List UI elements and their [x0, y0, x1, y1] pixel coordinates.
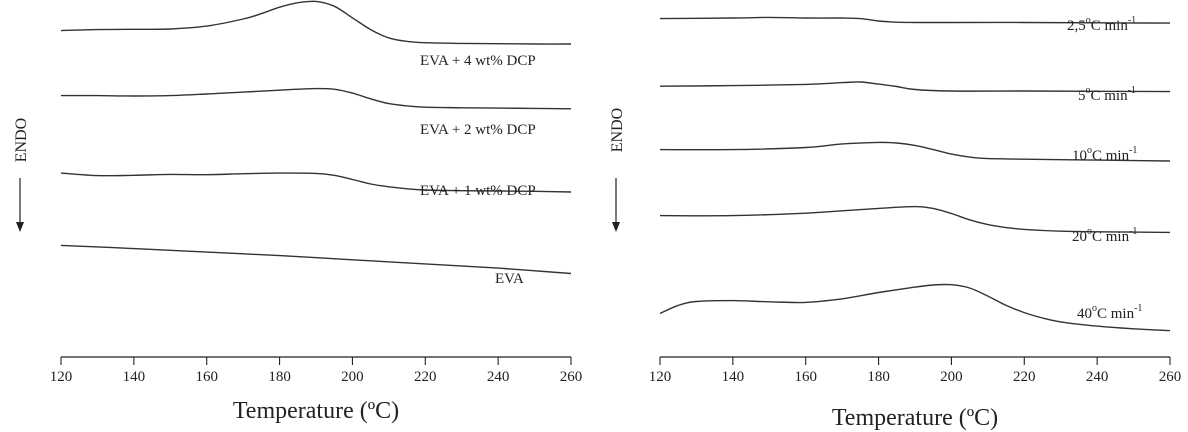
left-x-tick-label-220: 220 — [414, 369, 437, 385]
right-x-ticks: 120 140 160 180 200 220 240 260 — [649, 357, 1182, 385]
left-curves — [60, 0, 572, 275]
series-line-5-c-min-1 — [659, 81, 1171, 93]
series-line-eva-1-wt-dcp — [60, 172, 572, 193]
label-rate-40: 40oC min-1 — [1077, 303, 1142, 322]
series-line-20-c-min-1 — [659, 205, 1171, 234]
label-eva: EVA — [495, 271, 524, 287]
series-line-10-c-min-1 — [659, 141, 1171, 162]
left-endo-indicator: ENDO — [13, 118, 30, 232]
left-x-tick-label-120: 120 — [50, 369, 73, 385]
right-y-axis-label: ENDO — [609, 108, 626, 152]
left-x-tick-label-260: 260 — [560, 369, 583, 385]
left-x-ticks: 120 140 160 180 200 220 240 260 — [50, 357, 583, 385]
right-x-tick-label-220: 220 — [1013, 369, 1036, 385]
label-eva-4-dcp: EVA + 4 wt% DCP — [420, 53, 536, 69]
series-line-2-5-c-min-1 — [659, 16, 1171, 24]
label-eva-2-dcp: EVA + 2 wt% DCP — [420, 122, 536, 138]
left-endo-arrow-head — [16, 222, 24, 232]
right-x-tick-label-120: 120 — [649, 369, 672, 385]
series-line-40-c-min-1 — [659, 283, 1171, 332]
right-x-tick-label-200: 200 — [940, 369, 963, 385]
right-x-tick-label-180: 180 — [867, 369, 890, 385]
right-x-tick-label-140: 140 — [722, 369, 745, 385]
series-line-eva — [60, 244, 572, 275]
left-x-tick-label-200: 200 — [341, 369, 364, 385]
right-panel: 120 140 160 180 200 220 240 260 2,5oC min-1 5oC… — [609, 15, 1181, 431]
right-endo-arrow-head — [612, 222, 620, 232]
left-x-tick-label-240: 240 — [487, 369, 510, 385]
right-endo-indicator: ENDO — [609, 108, 626, 232]
left-x-axis-title: Temperature (ºC) — [233, 398, 399, 424]
series-line-eva-4-wt-dcp — [60, 0, 572, 45]
left-curve-labels: EVA + 4 wt% DCP EVA + 2 wt% DCP EVA + 1 … — [420, 53, 536, 287]
left-x-tick-label-160: 160 — [195, 369, 218, 385]
right-x-tick-label-160: 160 — [794, 369, 817, 385]
left-x-tick-label-180: 180 — [268, 369, 291, 385]
left-y-axis-label: ENDO — [13, 118, 30, 162]
label-eva-1-dcp: EVA + 1 wt% DCP — [420, 183, 536, 199]
label-rate-2-5: 2,5oC min-1 — [1067, 15, 1136, 34]
label-rate-20: 20oC min-1 — [1072, 226, 1137, 245]
right-curves — [659, 16, 1171, 332]
right-x-tick-label-240: 240 — [1086, 369, 1109, 385]
label-rate-10: 10oC min-1 — [1072, 145, 1137, 164]
right-curve-labels: 2,5oC min-1 5oC min-1 10oC min-1 20oC mi… — [1067, 15, 1142, 322]
right-x-tick-label-260: 260 — [1159, 369, 1182, 385]
left-panel: 120 140 160 180 200 220 240 260 EVA + 4 wt% DCP… — [13, 0, 583, 424]
right-x-axis-title: Temperature (ºC) — [832, 405, 998, 431]
left-x-tick-label-140: 140 — [123, 369, 146, 385]
label-rate-5: 5oC min-1 — [1078, 85, 1136, 104]
series-line-eva-2-wt-dcp — [61, 87, 572, 110]
